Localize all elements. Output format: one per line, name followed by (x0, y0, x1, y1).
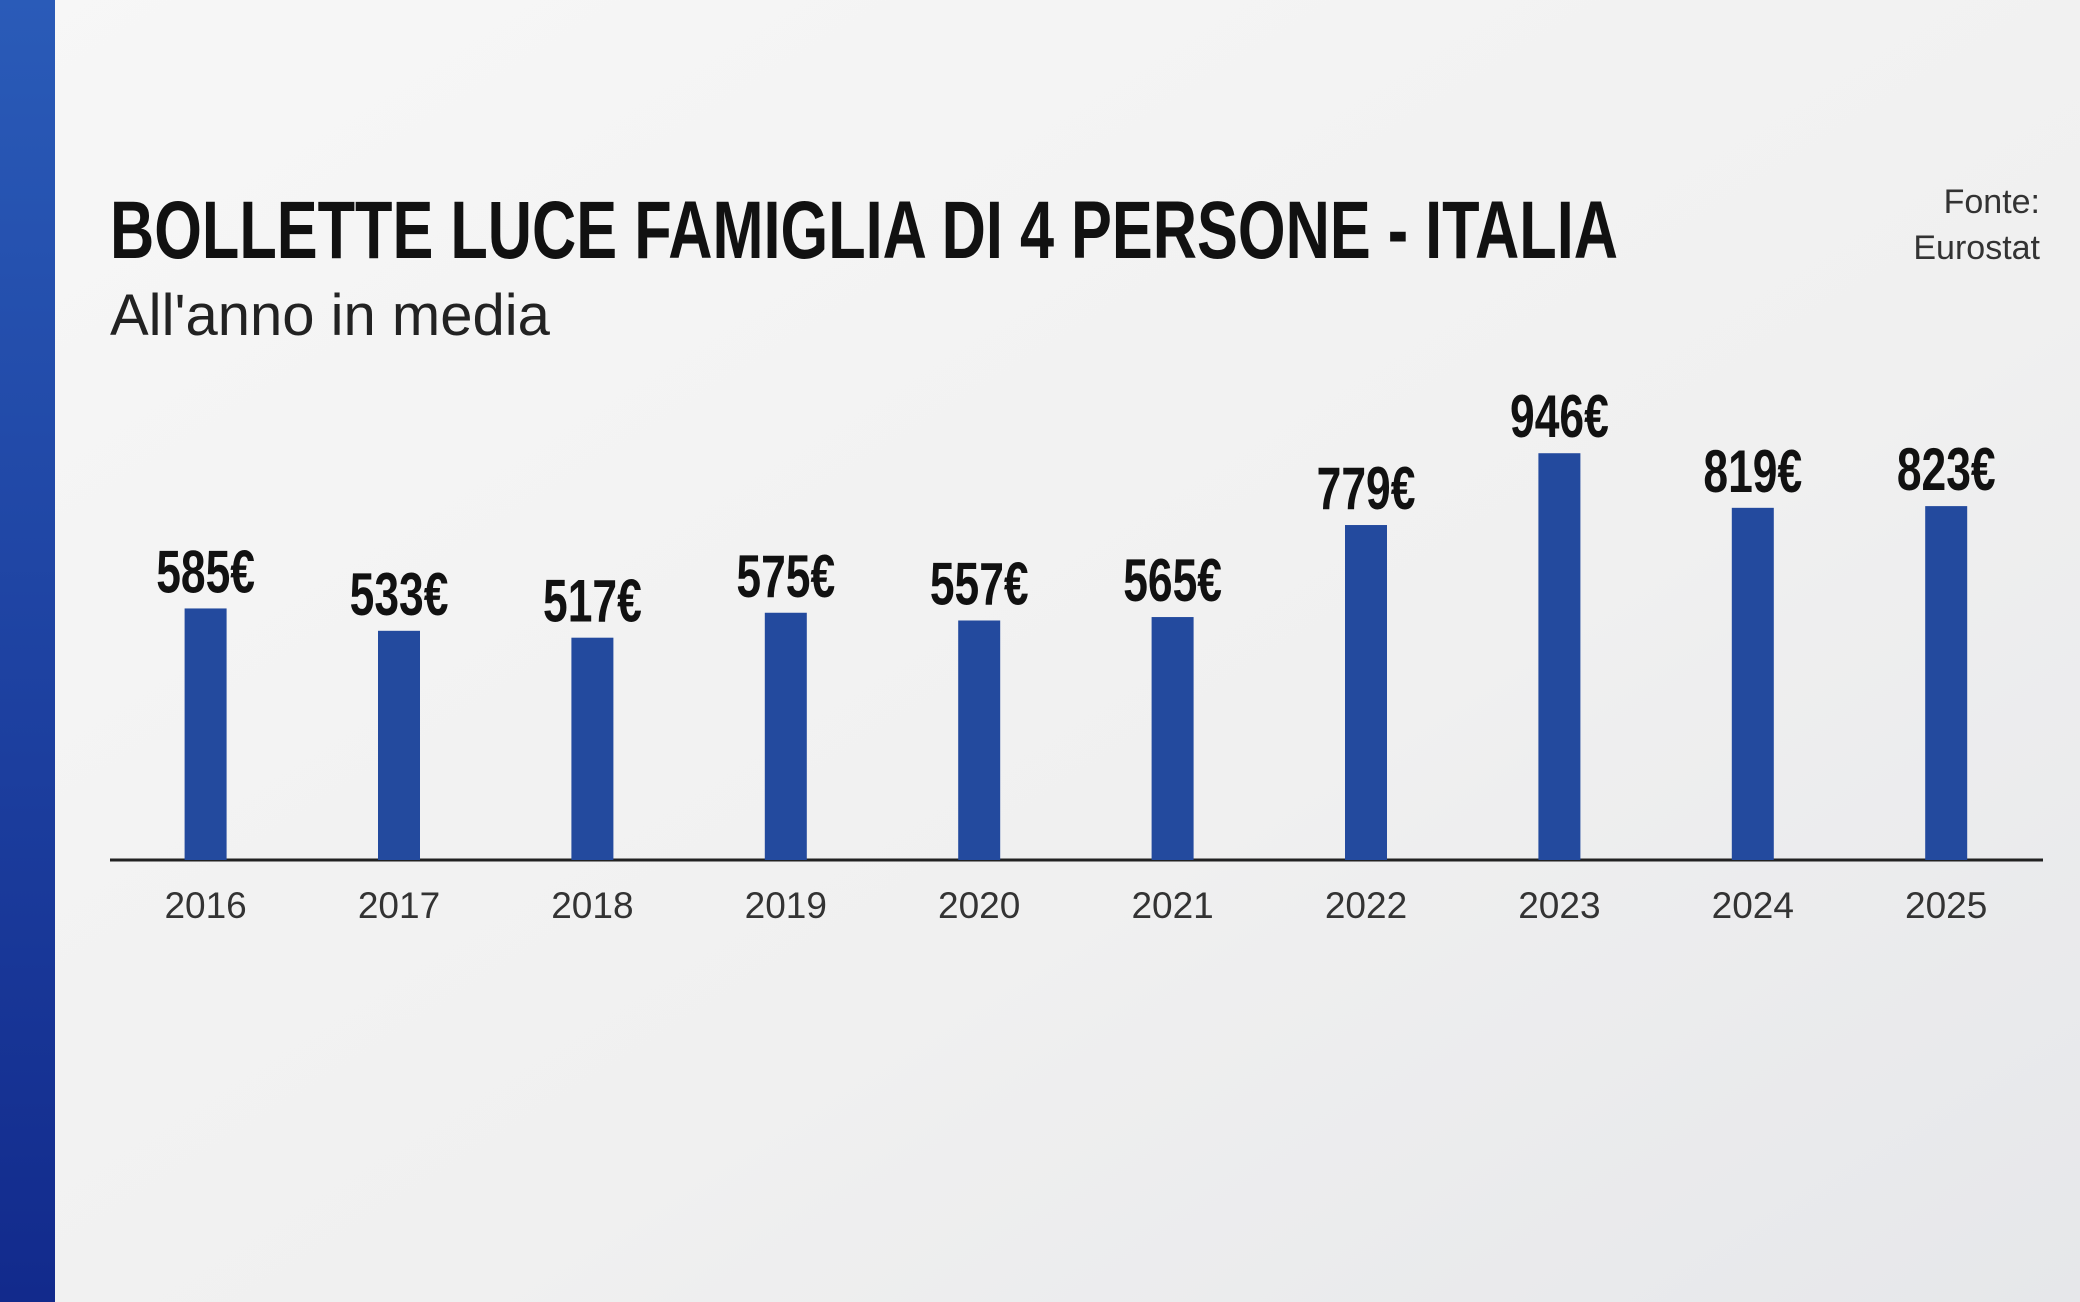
x-tick-label: 2017 (358, 885, 440, 926)
value-label: 779€ (1317, 456, 1416, 523)
value-label: 946€ (1510, 384, 1609, 451)
x-tick-label: 2023 (1518, 885, 1600, 926)
source-name: Eurostat (1913, 229, 2040, 267)
x-tick-label: 2022 (1325, 885, 1407, 926)
chart-title: BOLLETTE LUCE FAMIGLIA DI 4 PERSONE - IT… (110, 185, 1618, 276)
x-tick-label: 2024 (1712, 885, 1794, 926)
value-label: 585€ (156, 539, 255, 606)
value-label: 565€ (1123, 548, 1222, 615)
value-label: 819€ (1703, 438, 1802, 505)
value-label: 517€ (543, 568, 642, 635)
value-label: 533€ (350, 561, 449, 628)
x-tick-label: 2016 (164, 885, 246, 926)
bar (764, 612, 807, 860)
bar (571, 637, 614, 860)
side-strip (0, 0, 55, 1302)
bar (1538, 453, 1581, 860)
x-tick-label: 2021 (1131, 885, 1213, 926)
x-tick-label: 2018 (551, 885, 633, 926)
x-tick-label: 2025 (1905, 885, 1987, 926)
x-tick-label: 2019 (745, 885, 827, 926)
bar (1345, 525, 1387, 860)
value-label: 575€ (736, 543, 835, 610)
value-label: 823€ (1897, 437, 1996, 504)
chart-subtitle: All'anno in media (110, 283, 551, 348)
x-tick-label: 2020 (938, 885, 1020, 926)
bar (1731, 507, 1774, 860)
bar (378, 630, 420, 860)
value-label: 557€ (930, 551, 1029, 618)
bar (958, 620, 1001, 860)
bar (1925, 506, 1968, 860)
bar (1151, 617, 1194, 860)
bar (184, 608, 227, 860)
source-label: Fonte: (1944, 183, 2040, 221)
